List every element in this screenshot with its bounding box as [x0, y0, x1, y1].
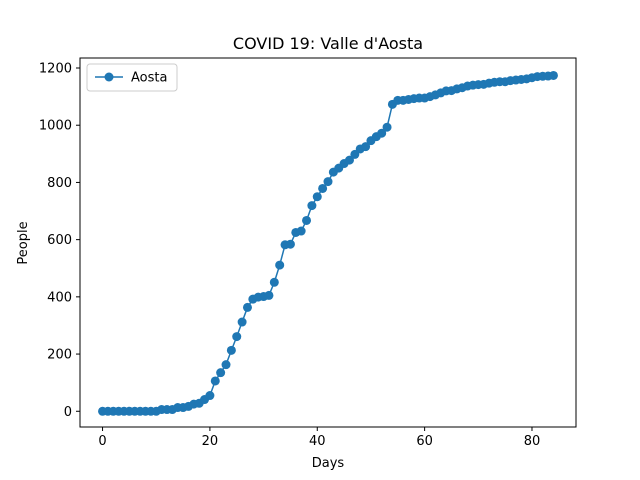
y-tick-label: 800 [47, 176, 72, 191]
data-point [548, 70, 558, 80]
data-point [296, 226, 306, 236]
data-point [307, 201, 317, 211]
data-point [205, 391, 215, 401]
legend: Aosta [86, 63, 178, 92]
data-point [232, 332, 242, 342]
x-tick-label: 0 [98, 434, 106, 449]
plot-area [98, 70, 558, 416]
data-point [226, 345, 236, 355]
y-tick-label: 1200 [39, 62, 72, 77]
data-point [318, 183, 328, 193]
y-tick-label: 600 [47, 233, 72, 248]
data-point [377, 128, 387, 138]
x-tick-label: 20 [202, 434, 219, 449]
data-point [382, 122, 392, 132]
data-point [216, 368, 226, 378]
y-axis: 0 200 400 600 800 1000 1200 [39, 62, 80, 420]
data-point [242, 302, 252, 312]
legend-marker [104, 72, 114, 82]
axes-frame [79, 57, 577, 428]
x-tick-label: 40 [309, 434, 326, 449]
data-point [221, 360, 231, 370]
data-point [237, 317, 247, 327]
data-point [323, 177, 333, 187]
data-point [264, 290, 274, 300]
y-axis-label: People [16, 221, 31, 264]
x-tick-label: 80 [524, 434, 541, 449]
y-tick-label: 0 [64, 405, 72, 420]
data-point [269, 277, 279, 287]
chart-title: COVID 19: Valle d'Aosta [233, 34, 423, 53]
data-point [275, 260, 285, 270]
legend-label: Aosta [131, 71, 167, 86]
x-tick-label: 60 [416, 434, 433, 449]
data-point [302, 215, 312, 225]
data-point [361, 142, 371, 152]
data-point [210, 376, 220, 386]
legend-box [86, 63, 178, 92]
y-tick-label: 1000 [39, 119, 72, 134]
data-point [312, 192, 322, 202]
data-point [285, 239, 295, 249]
x-axis: 0 20 40 60 80 [98, 427, 540, 449]
data-point [344, 155, 354, 165]
x-axis-label: Days [312, 456, 345, 471]
y-tick-label: 200 [47, 348, 72, 363]
y-tick-label: 400 [47, 290, 72, 305]
